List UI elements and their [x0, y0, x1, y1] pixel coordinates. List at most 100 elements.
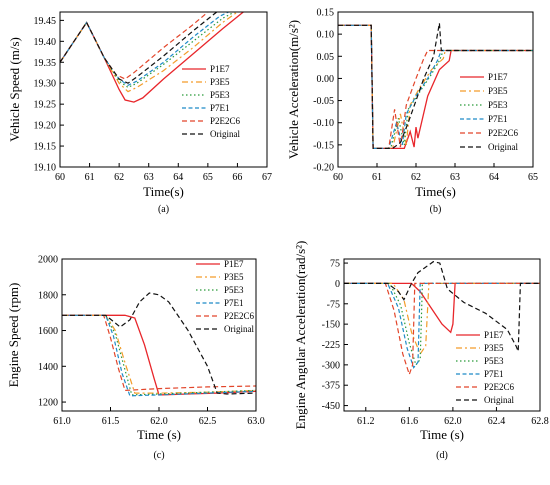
legend-label: P1E7 — [488, 72, 508, 82]
legend: P1E7 P3E5 P5E3 P7E1 P2E2C6 Original — [182, 64, 241, 139]
x-tick-label: 61.5 — [102, 416, 120, 427]
y-tick-label: 0 — [335, 279, 340, 290]
series-line-p2e2c6 — [344, 282, 540, 377]
series-line-p7e1 — [338, 24, 533, 149]
legend-label: P7E1 — [224, 298, 244, 308]
y-tick-label: -0.10 — [313, 118, 334, 129]
y-tick-label: -0.20 — [313, 163, 334, 174]
legend-label: P1E7 — [224, 259, 244, 269]
x-tick-label: 62.4 — [488, 416, 506, 427]
y-tick-label: -375 — [322, 381, 340, 392]
y-tick-label: -150 — [322, 320, 340, 331]
series-line-p3e5 — [62, 314, 256, 394]
x-tick-label: 64 — [173, 172, 183, 183]
y-tick-label: 19.30 — [34, 79, 57, 90]
series-line-original — [344, 261, 540, 352]
x-tick-label: 60 — [333, 172, 343, 183]
x-tick-label: 62 — [114, 172, 124, 183]
x-tick-label: 63 — [144, 172, 154, 183]
plot-frame — [343, 258, 541, 412]
y-tick-label: 1200 — [38, 398, 58, 409]
y-tick-label: 0.10 — [317, 30, 335, 41]
legend-label: P5E3 — [488, 100, 508, 110]
legend-label: P5E3 — [210, 90, 230, 100]
x-tick-label: 67 — [262, 172, 272, 183]
legend-label: Original — [210, 129, 240, 139]
legend-label: P3E5 — [224, 272, 244, 282]
x-axis-label: Time(s) — [143, 184, 184, 199]
y-axis-label: Engine Angular Acceleration(rad/s²) — [293, 241, 308, 430]
y-tick-label: -75 — [327, 299, 340, 310]
y-tick-label: 1600 — [38, 326, 58, 337]
series-line-original — [338, 22, 533, 149]
legend-label: P5E3 — [224, 285, 244, 295]
panel-caption: (b) — [430, 204, 442, 215]
series-line-p2e2c6 — [60, 12, 209, 80]
legend-label: P3E5 — [488, 86, 508, 96]
y-axis-label: Vehicle Acceleration(m/s²) — [286, 20, 301, 159]
x-tick-label: 63.0 — [247, 416, 265, 427]
y-tick-label: 19.25 — [34, 100, 57, 111]
series-line-p7e1 — [62, 314, 256, 397]
y-tick-label: -300 — [322, 360, 340, 371]
y-tick-label: 0.15 — [317, 8, 335, 19]
series-line-p2e2c6 — [62, 314, 256, 392]
chart-panel-4: 61.2 61.6 62.0 62.4 62.8 75 0 -75 -150 -225 -300 -3… — [293, 241, 549, 461]
x-tick-label: 66 — [232, 172, 242, 183]
series-line-p1e7 — [344, 282, 540, 334]
y-tick-label: -0.05 — [313, 96, 334, 107]
y-tick-label: 0.05 — [317, 52, 335, 63]
x-tick-label: 62.5 — [199, 416, 217, 427]
x-axis-label: Time(s) — [415, 184, 456, 199]
panel-caption: (d) — [436, 450, 448, 461]
x-tick-label: 61.2 — [357, 416, 375, 427]
y-tick-label: 19.40 — [34, 37, 57, 48]
x-tick-label: 63 — [450, 172, 460, 183]
x-tick-label: 65 — [528, 172, 538, 183]
plot-frame — [59, 11, 268, 168]
series-line-p1e7 — [62, 314, 256, 396]
series-line-original — [60, 12, 218, 84]
x-tick-label: 61.6 — [401, 416, 419, 427]
x-tick-label: 61 — [85, 172, 95, 183]
legend: P1E7 P3E5 P5E3 P7E1 P2E2C6 Original — [460, 72, 519, 152]
y-axis-label: Vehicle Speed (m/s) — [7, 37, 22, 142]
legend-label: P2E2C6 — [488, 128, 519, 138]
x-tick-label: 65 — [203, 172, 213, 183]
x-axis-label: Time (s) — [420, 427, 464, 442]
chart-panel-3: 61.0 61.5 62.0 62.5 63.0 1200 1400 1600 1800 2000… — [6, 255, 265, 462]
series-line-p3e5 — [60, 12, 238, 93]
chart-panel-2: 60 61 62 63 64 65 -0.20 -0.15 -0.10 -0.05 0.00 0.05… — [286, 8, 538, 216]
legend-label: P3E5 — [210, 77, 230, 87]
legend-label: P7E1 — [210, 103, 230, 113]
series-line-p3e5 — [338, 24, 533, 149]
x-tick-label: 61.0 — [53, 416, 71, 427]
y-tick-label: 1400 — [38, 362, 58, 373]
legend-label: P2E2C6 — [484, 382, 515, 392]
x-tick-label: 62.0 — [444, 416, 462, 427]
series-line-p7e1 — [344, 282, 540, 369]
chart-panel-1: 60 61 62 63 64 65 66 67 19.10 19.15 19.20 19.25 19.3… — [7, 11, 272, 215]
legend-label: P7E1 — [484, 369, 504, 379]
legend-label: Original — [484, 395, 514, 405]
series-line-p3e5 — [344, 282, 540, 356]
y-tick-label: 75 — [330, 259, 340, 270]
y-tick-label: 19.20 — [34, 121, 57, 132]
legend-label: P1E7 — [210, 64, 230, 74]
legend-label: P2E2C6 — [210, 116, 241, 126]
x-tick-label: 62.0 — [150, 416, 168, 427]
legend-label: P2E2C6 — [224, 311, 255, 321]
x-tick-label: 62.8 — [531, 416, 549, 427]
legend-label: P3E5 — [484, 343, 504, 353]
legend-label: Original — [488, 142, 518, 152]
x-tick-label: 62 — [411, 172, 421, 183]
y-tick-label: -450 — [322, 401, 340, 412]
series-line-original — [62, 292, 256, 395]
x-axis-label: Time (s) — [137, 427, 181, 442]
y-tick-label: 19.35 — [34, 58, 57, 69]
y-tick-label: 2000 — [38, 255, 58, 266]
y-tick-label: -0.15 — [313, 140, 334, 151]
y-axis-label: Engine Speed (rpm) — [6, 283, 21, 388]
y-tick-label: -225 — [322, 340, 340, 351]
